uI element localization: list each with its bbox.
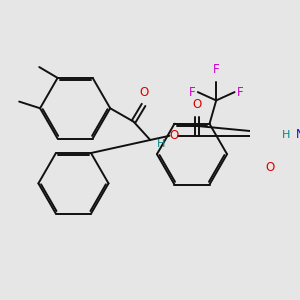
Text: O: O xyxy=(192,98,202,111)
Text: F: F xyxy=(189,85,195,99)
Text: F: F xyxy=(237,85,244,99)
Text: O: O xyxy=(266,161,275,174)
Text: H: H xyxy=(282,130,290,140)
Text: N: N xyxy=(296,128,300,142)
Text: H: H xyxy=(157,139,165,149)
Text: O: O xyxy=(140,86,149,99)
Text: F: F xyxy=(213,63,220,76)
Text: O: O xyxy=(169,129,178,142)
